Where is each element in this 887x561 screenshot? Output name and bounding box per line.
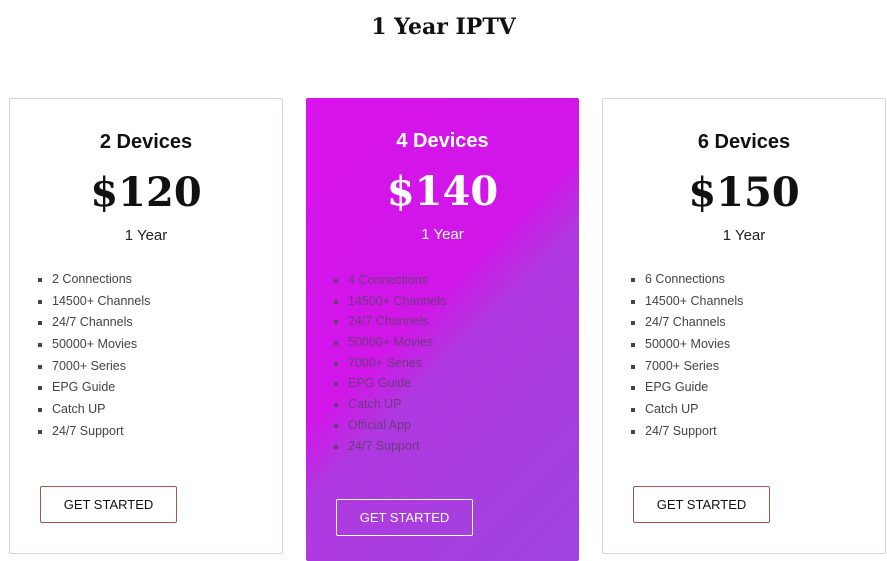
feature-item: 24/7 Support	[645, 421, 743, 443]
plan-name: 6 Devices	[697, 131, 791, 153]
plan-name: 4 Devices	[396, 130, 489, 152]
feature-item: EPG Guide	[348, 373, 446, 394]
feature-item: Catch UP	[645, 399, 743, 421]
get-started-button[interactable]: GET STARTED	[336, 499, 473, 536]
feature-item: 24/7 Channels	[52, 312, 150, 334]
plan-price: $120	[90, 169, 202, 216]
feature-list: 2 Connections14500+ Channels24/7 Channel…	[38, 269, 150, 443]
plan-price: $150	[688, 169, 800, 216]
feature-item: 24/7 Channels	[348, 311, 446, 332]
feature-item: 24/7 Support	[348, 436, 446, 457]
pricing-card: 4 Devices $140 1 Year 4 Connections14500+…	[306, 98, 579, 561]
feature-item: 7000+ Series	[348, 353, 446, 374]
feature-item: 7000+ Series	[645, 356, 743, 378]
feature-item: 7000+ Series	[52, 356, 150, 378]
feature-item: Catch UP	[52, 399, 150, 421]
plan-period: 1 Year	[124, 227, 168, 244]
feature-item: EPG Guide	[645, 377, 743, 399]
plan-period: 1 Year	[421, 226, 464, 243]
plan-price: $140	[386, 168, 499, 215]
pricing-card: 2 Devices $120 1 Year 2 Connections14500+…	[9, 98, 283, 554]
feature-list: 4 Connections14500+ Channels24/7 Channel…	[334, 270, 446, 456]
feature-item: EPG Guide	[52, 377, 150, 399]
plan-period: 1 Year	[722, 227, 766, 244]
plan-name: 2 Devices	[99, 131, 193, 153]
feature-item: 24/7 Support	[52, 421, 150, 443]
pricing-card: 6 Devices $150 1 Year 6 Connections14500+…	[602, 98, 886, 554]
feature-item: 14500+ Channels	[645, 291, 743, 313]
feature-item: 50000+ Movies	[52, 334, 150, 356]
feature-item: 50000+ Movies	[645, 334, 743, 356]
feature-item: 24/7 Channels	[645, 312, 743, 334]
feature-item: 14500+ Channels	[348, 291, 446, 312]
feature-item: Catch UP	[348, 394, 446, 415]
feature-item: 6 Connections	[645, 269, 743, 291]
page-title: 1 Year IPTV	[371, 14, 516, 40]
feature-item: Official App	[348, 415, 446, 436]
feature-item: 2 Connections	[52, 269, 150, 291]
feature-list: 6 Connections14500+ Channels24/7 Channel…	[631, 269, 743, 443]
feature-item: 50000+ Movies	[348, 332, 446, 353]
get-started-button[interactable]: GET STARTED	[633, 486, 770, 523]
feature-item: 14500+ Channels	[52, 291, 150, 313]
feature-item: 4 Connections	[348, 270, 446, 291]
get-started-button[interactable]: GET STARTED	[40, 486, 177, 523]
